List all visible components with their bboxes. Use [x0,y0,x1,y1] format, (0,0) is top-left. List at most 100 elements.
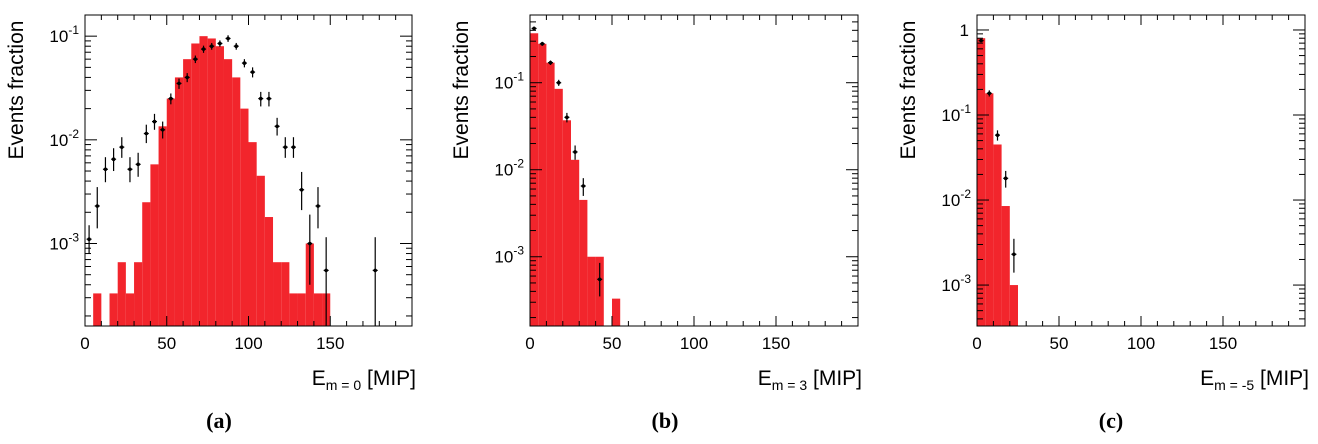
data-point [324,268,328,273]
panel-label-c: (c) [1098,408,1124,433]
data-point [250,70,255,74]
data-point [226,36,230,41]
histogram-bar [232,77,241,326]
data-point [556,80,561,85]
x-tick-label: 100 [1127,334,1155,353]
data-point [275,124,279,129]
y-axis-title: Events fraction [450,21,473,160]
x-tick-label: 0 [972,334,981,353]
histogram-bar [158,126,167,326]
x-tick-label: 100 [680,334,708,353]
x-tick-label: 50 [157,334,176,353]
histogram-bar [579,199,588,326]
histogram-bar [256,175,265,326]
y-tick-label: 10-1 [494,70,524,93]
histogram-bar [264,217,274,326]
histogram-bar [240,108,249,327]
data-point [193,57,198,61]
y-axis-title: Events fraction [897,21,920,160]
histogram-bar [313,293,323,326]
data-point [152,119,157,124]
y-tick-label: 10-2 [941,187,971,210]
data-point [308,241,312,246]
plot-frame [976,14,1306,327]
data-point [111,157,116,162]
data-point [209,44,214,49]
histogram-bar [1009,285,1018,326]
data-point [316,204,320,208]
data-point [144,131,149,136]
y-tick-label: 10-2 [494,157,524,180]
histogram-bar [207,38,216,326]
y-tick-label: 10-3 [941,272,971,295]
y-tick-label: 10-3 [49,230,79,253]
histogram-bar [248,142,257,326]
data-point [103,167,108,172]
data-point [185,75,189,80]
data-point [597,277,602,282]
histogram-bar [223,59,233,326]
data-point [160,127,165,132]
y-tick-label: 10-3 [494,244,524,267]
x-tick-label: 0 [80,334,89,353]
histogram-bar [587,256,596,326]
data-point [565,115,569,120]
histogram-bar [562,120,571,326]
histogram-bar [546,62,555,326]
histogram-bar [993,144,1002,326]
y-tick-label: 10-2 [49,127,79,150]
histogram-bar [93,293,102,326]
x-tick-label: 100 [234,334,262,353]
histogram-bar [977,38,986,327]
data-point [95,204,100,208]
data-point [177,81,181,86]
histogram-bar [1001,206,1010,326]
data-point [540,42,545,46]
data-point [987,91,992,96]
histogram-bar [985,93,994,326]
x-axis-title: Em = 3 [MIP] [758,367,862,393]
data-point [548,60,553,65]
data-point [258,96,263,101]
data-point [581,184,586,188]
histogram-bar [273,262,282,326]
histogram-bar [117,262,126,326]
panel-c: 0 50 100 150 1 10-1 10-2 10-3 Events fraction Em … [897,14,1309,393]
panel-b: 0 50 100 150 10-1 10-2 10-3 Events fraction Em =… [450,14,862,393]
data-point [373,268,378,273]
x-tick-label: 50 [603,334,622,353]
histogram-bar [150,164,159,326]
data-point [532,26,536,31]
data-point [218,41,222,46]
data-point [573,150,577,154]
histogram-bar [215,46,224,327]
data-point [128,167,132,172]
y-axis-title: Events fraction [5,21,28,160]
data-point [234,44,239,49]
data-point [299,187,304,192]
histogram-bar [199,36,208,326]
x-tick-label: 150 [316,334,344,353]
panel-label-b: (b) [651,408,679,433]
data-point [136,162,140,167]
data-point [283,145,288,149]
data-point [995,133,1000,137]
histogram-bar [281,262,290,326]
panel-a: 0 50 100 150 10-1 10-2 10-3 Events fraction Em =… [5,14,416,393]
y-tick-label: 10-1 [49,23,79,46]
x-tick-label: 0 [525,334,534,353]
data-point [242,61,247,65]
histogram-bar [109,293,118,326]
data-point [87,237,91,241]
x-tick-label: 50 [1050,334,1069,353]
data-point [267,96,271,101]
histogram-bar [134,262,143,326]
x-axis-title: Em = -5 [MIP] [1200,367,1309,393]
x-tick-label: 150 [762,334,790,353]
x-axis-title: Em = 0 [MIP] [312,367,416,393]
histogram-bar [297,293,306,326]
data-point [1003,176,1008,181]
histogram-bar [191,43,200,326]
histogram-bar [174,77,184,326]
data-point [119,145,124,149]
